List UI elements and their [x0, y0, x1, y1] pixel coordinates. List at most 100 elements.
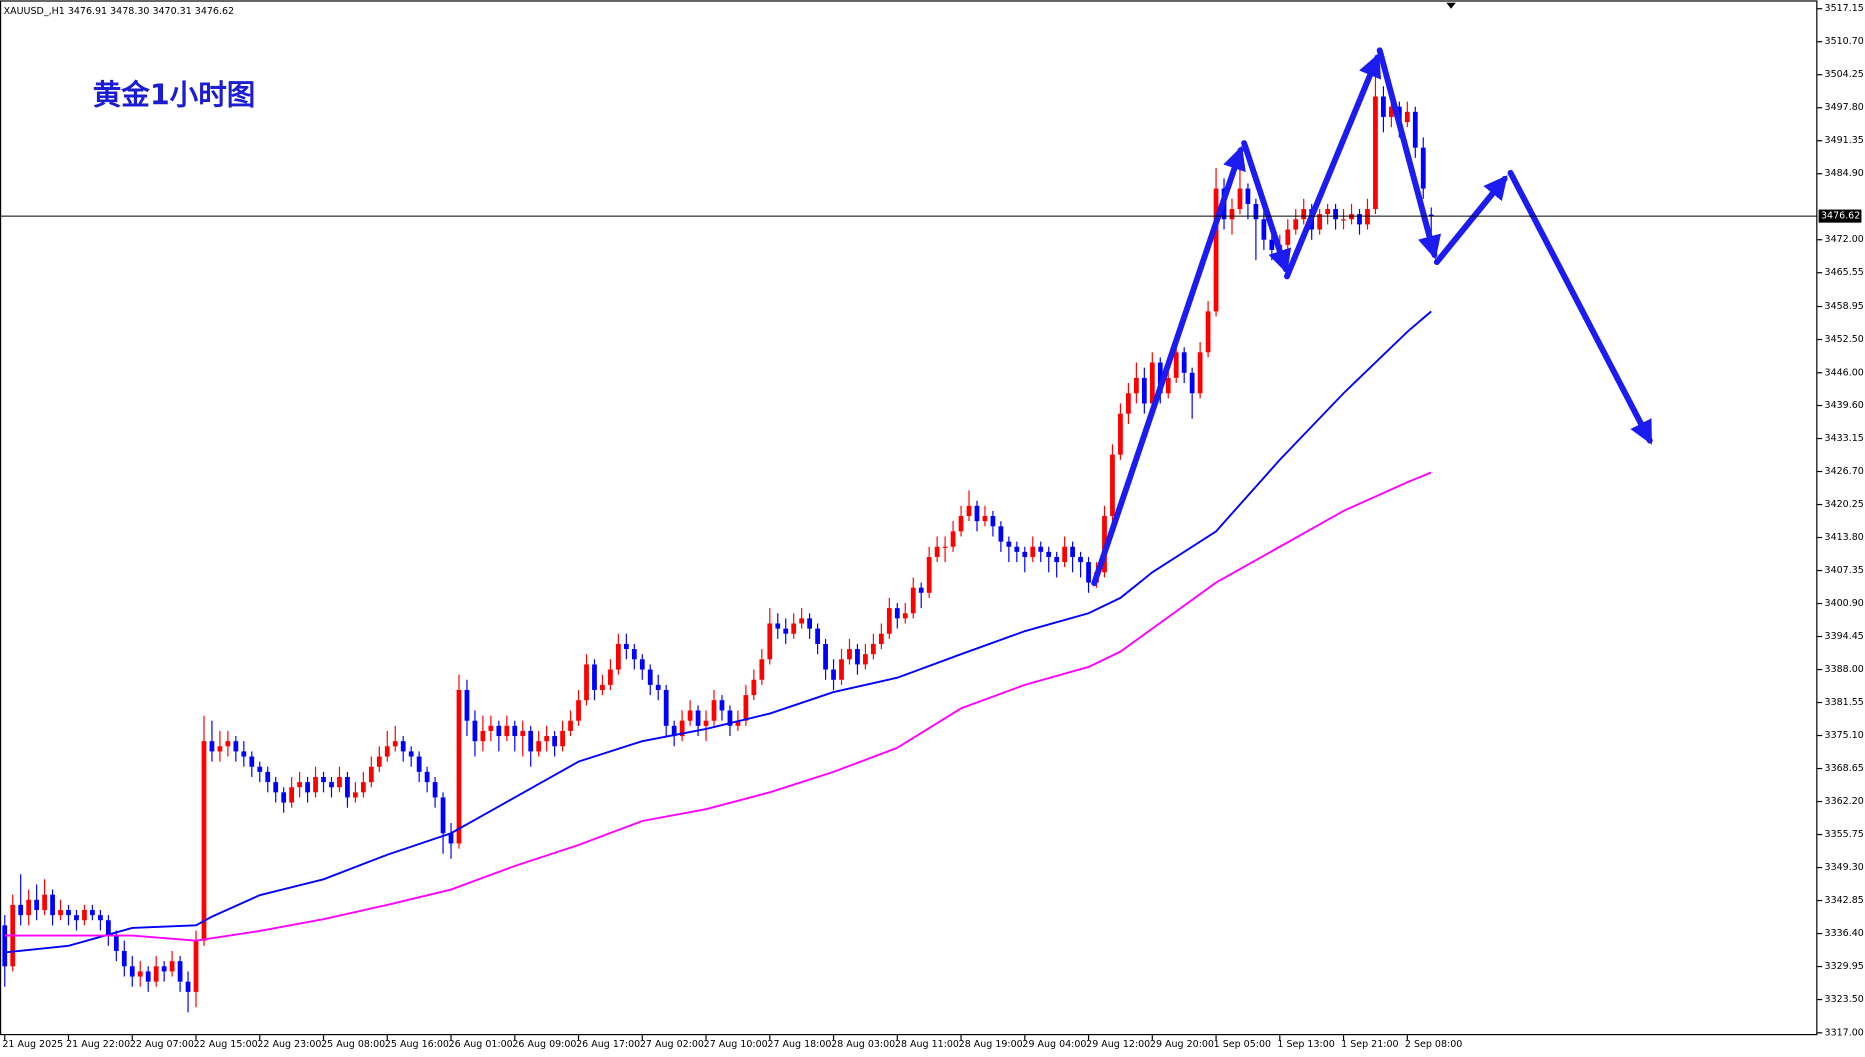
- y-tick-label: 3458.95: [1825, 301, 1864, 312]
- candle-body: [695, 710, 701, 726]
- candle-body: [568, 720, 573, 731]
- candle-body: [1412, 111, 1418, 148]
- candle-body: [1317, 214, 1323, 230]
- y-tick-label: 3465.55: [1825, 267, 1864, 278]
- marks: [2, 70, 1434, 1013]
- y-tick-label: 3510.70: [1825, 36, 1864, 47]
- candle-body: [169, 961, 175, 972]
- annotation-arrows: [1091, 47, 1653, 587]
- candle-body: [1078, 556, 1083, 563]
- y-tick-label: 3400.90: [1825, 598, 1864, 609]
- candle-body: [544, 736, 550, 742]
- candle-body: [759, 659, 765, 680]
- candle-body: [360, 782, 366, 793]
- candle-body: [1141, 377, 1147, 404]
- candle-body: [50, 894, 55, 916]
- price-label: 3476.62: [1821, 211, 1860, 222]
- candle-body: [297, 782, 302, 788]
- candle-body: [440, 797, 446, 834]
- y-tick-label: 3368.65: [1825, 763, 1864, 774]
- y-tick-label: 3491.35: [1825, 135, 1864, 146]
- candle-body: [281, 792, 287, 803]
- candle-body: [783, 628, 789, 634]
- candle-body: [2, 925, 8, 967]
- y-tick-label: 3497.80: [1825, 102, 1864, 113]
- candle-body: [321, 776, 326, 783]
- y-tick-label: 3407.35: [1825, 565, 1864, 576]
- candle-body: [584, 664, 589, 701]
- candle-body: [998, 526, 1004, 542]
- candle-body: [18, 904, 24, 916]
- candle-body: [1357, 214, 1362, 225]
- candle-body: [217, 746, 223, 752]
- candle-body: [1149, 362, 1155, 404]
- candle-body: [1253, 203, 1259, 220]
- candle-body: [82, 910, 87, 921]
- candle-body: [225, 741, 231, 747]
- candle-body: [432, 782, 438, 798]
- candle-body: [1181, 352, 1187, 373]
- candle-body: [743, 695, 749, 721]
- y-tick-label: 3381.55: [1825, 697, 1864, 708]
- candle-body: [129, 966, 135, 977]
- x-tick-label: 25 Aug 16:00: [385, 1039, 449, 1050]
- candle-body: [400, 741, 406, 752]
- candle-body: [1420, 147, 1426, 189]
- y-tick-label: 3317.00: [1825, 1027, 1864, 1038]
- candle-body: [687, 710, 693, 721]
- candle-body: [66, 910, 71, 916]
- candle-body: [536, 741, 542, 752]
- candle-body: [719, 700, 725, 711]
- candle-body: [392, 741, 398, 747]
- y-tick-label: 3394.45: [1825, 631, 1864, 642]
- candle-body: [552, 736, 558, 747]
- candle-body: [735, 720, 741, 726]
- candle-body: [329, 782, 334, 788]
- candle-body: [42, 894, 47, 911]
- candle-body: [1189, 372, 1195, 394]
- candle-body: [902, 613, 908, 619]
- candle-body: [982, 516, 988, 522]
- candle-body: [1110, 454, 1115, 517]
- candle-body: [886, 608, 892, 634]
- candle-body: [241, 751, 247, 757]
- candle-body: [663, 689, 669, 726]
- candle-body: [353, 792, 358, 798]
- candle-body: [871, 643, 876, 655]
- candle-body: [592, 664, 597, 690]
- candle-body: [775, 623, 781, 629]
- x-tick-label: 26 Aug 09:00: [512, 1039, 576, 1050]
- x-tick-label: 1 Sep 21:00: [1341, 1039, 1398, 1050]
- candle-body: [767, 623, 773, 660]
- y-tick-label: 3355.75: [1825, 829, 1864, 840]
- x-tick-label: 2 Sep 08:00: [1405, 1039, 1462, 1050]
- x-tick-label: 21 Aug 2025: [2, 1039, 63, 1050]
- plot-frame: [0, 0, 1818, 1036]
- moving-average: [4, 471, 1432, 942]
- candle-body: [639, 659, 645, 670]
- candle-body: [289, 787, 295, 803]
- candle-body: [894, 608, 900, 619]
- candle-body: [974, 505, 980, 522]
- candle-body: [839, 659, 844, 680]
- candle-body: [990, 516, 996, 527]
- candle-body: [257, 766, 263, 772]
- candle-body: [58, 910, 63, 916]
- candle-body: [249, 756, 255, 767]
- y-tick-label: 3446.00: [1825, 367, 1864, 378]
- y-tick-label: 3439.60: [1825, 400, 1864, 411]
- candle-body: [1245, 188, 1251, 204]
- candle-body: [1157, 362, 1163, 394]
- candle-body: [105, 920, 111, 936]
- candle-body: [1269, 239, 1275, 250]
- x-tick-label: 27 Aug 02:00: [640, 1039, 704, 1050]
- candle-body: [137, 971, 143, 977]
- candle-body: [950, 531, 956, 547]
- candle-body: [878, 633, 884, 644]
- candle-body: [1293, 219, 1299, 230]
- candle-body: [1165, 377, 1171, 394]
- chart-title: 黄金1小时图: [93, 79, 256, 112]
- candle-body: [1404, 111, 1410, 123]
- candle-body: [488, 725, 494, 731]
- candle-body: [711, 700, 717, 721]
